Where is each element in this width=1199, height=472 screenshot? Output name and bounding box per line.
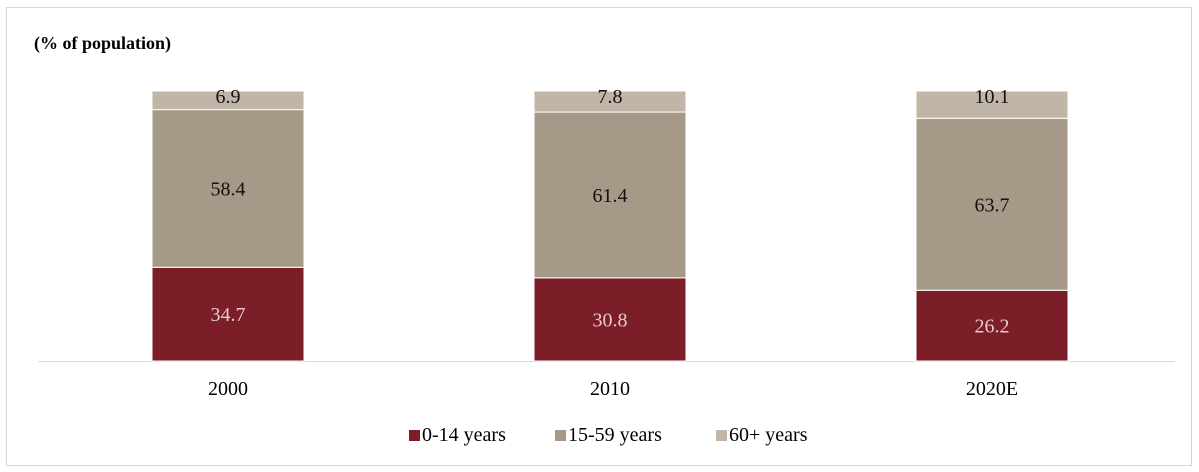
data-label: 58.4 xyxy=(211,178,246,200)
bar-segment xyxy=(915,90,1069,119)
legend-swatch xyxy=(555,430,566,441)
legend-label: 15-59 years xyxy=(568,424,662,446)
data-label: 34.7 xyxy=(211,304,246,326)
legend-label: 60+ years xyxy=(729,424,808,446)
x-tick-label: 2000 xyxy=(208,378,248,400)
legend-swatch xyxy=(409,430,420,441)
data-label: 63.7 xyxy=(975,194,1010,216)
legend-swatch xyxy=(716,430,727,441)
data-label: 26.2 xyxy=(975,316,1010,338)
data-label: 6.9 xyxy=(216,86,241,108)
data-label: 7.8 xyxy=(598,86,623,108)
bar-segment xyxy=(915,289,1069,362)
x-tick-label: 2010 xyxy=(590,378,630,400)
data-label: 30.8 xyxy=(593,309,628,331)
chart-title: (% of population) xyxy=(34,33,172,53)
bar-segment xyxy=(533,90,687,113)
data-label: 10.1 xyxy=(975,86,1010,108)
bar-segment xyxy=(151,266,305,362)
x-tick-label: 2020E xyxy=(966,378,1018,400)
bar-segment xyxy=(151,109,305,268)
bar-segment xyxy=(915,117,1069,291)
bar-segment xyxy=(533,277,687,362)
bar-segment xyxy=(533,111,687,279)
data-label: 61.4 xyxy=(593,185,628,207)
bar-segment xyxy=(151,90,305,111)
legend-label: 0-14 years xyxy=(422,424,506,446)
